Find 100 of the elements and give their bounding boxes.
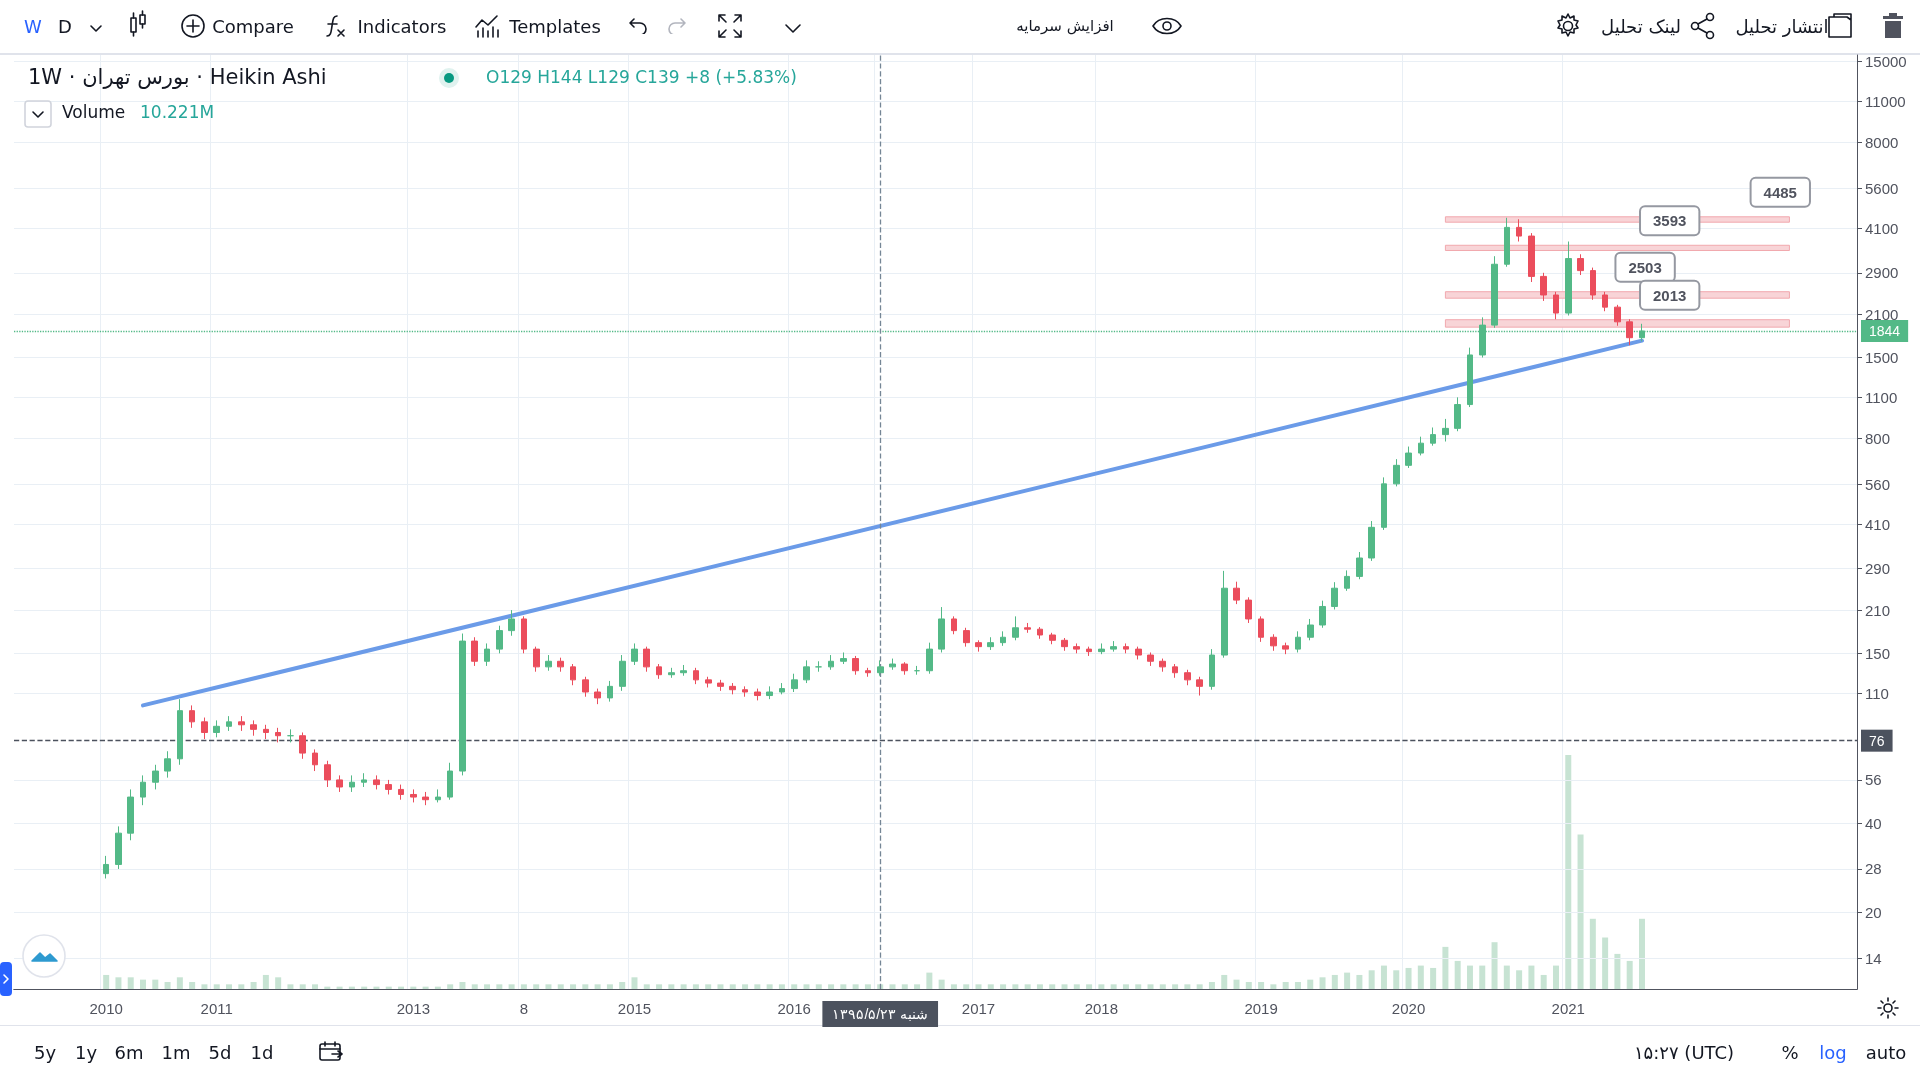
candlestick [1086, 646, 1092, 657]
y-tick-label: 410 [1865, 515, 1891, 533]
candlestick [1381, 476, 1387, 531]
bar [312, 984, 319, 989]
text: Templates [509, 15, 601, 37]
y-tick-label: 4100 [1865, 219, 1899, 237]
candlestick [1024, 622, 1031, 634]
candlestick [1430, 426, 1436, 447]
bar [299, 984, 306, 989]
candlestick [164, 750, 171, 779]
bar [1516, 970, 1523, 989]
x-tick-label: شنبه ۱۳۹۵/۵/۲۳ [832, 1006, 929, 1022]
bar [1061, 984, 1068, 989]
bar [619, 981, 626, 989]
candlestick [754, 688, 761, 701]
text: 5y [33, 1041, 57, 1063]
candlestick [791, 673, 798, 693]
bar [987, 984, 994, 989]
candlestick [656, 663, 662, 680]
candlestick [1405, 446, 1412, 469]
bar [570, 984, 577, 989]
candlestick [1000, 630, 1006, 647]
x-tick-label: 8 [519, 1000, 529, 1017]
candlestick [1602, 291, 1608, 312]
candlestick [1233, 581, 1240, 605]
bar [140, 979, 147, 989]
candlestick [643, 646, 650, 673]
bar [901, 984, 908, 989]
y-tick-label: 5600 [1865, 179, 1899, 197]
candlestick [189, 704, 195, 729]
bar [520, 984, 527, 989]
candlestick [385, 779, 392, 795]
bar [275, 977, 282, 989]
candlestick [361, 772, 367, 788]
bar [1147, 984, 1154, 989]
text: log [1819, 1041, 1847, 1063]
bar [1282, 981, 1289, 989]
bar [1307, 979, 1314, 989]
candlestick [1454, 396, 1461, 432]
bar [1258, 981, 1265, 989]
text: ۱۵:۲۷ (UTC) [1633, 1041, 1735, 1063]
candlestick [1184, 669, 1191, 686]
candlestick [275, 727, 281, 743]
y-tick-label: 210 [1865, 601, 1891, 619]
bar [926, 972, 933, 989]
x-tick-label: 2016 [777, 1000, 811, 1017]
bar [1331, 974, 1338, 989]
candlestick [1209, 648, 1215, 691]
candlestick [1319, 600, 1326, 629]
candlestick [1565, 241, 1572, 316]
bar [238, 984, 245, 989]
x-tick-label: 2018 [1084, 1000, 1119, 1017]
bar [1319, 977, 1326, 989]
annotation: 2013 [1653, 286, 1687, 304]
bar [742, 984, 749, 989]
bar [1638, 918, 1645, 989]
bar [164, 981, 171, 989]
x-tick-label: 2020 [1391, 1000, 1426, 1017]
candlestick [263, 724, 269, 740]
candlestick [152, 764, 159, 790]
bar [1614, 953, 1621, 989]
bar [656, 984, 663, 989]
text: % [1781, 1041, 1799, 1063]
bar [213, 984, 220, 989]
bar [533, 984, 540, 989]
bar [1344, 972, 1351, 989]
chart-title: Volume [62, 102, 126, 122]
bar [914, 984, 921, 989]
x-tick-label: 2015 [617, 1000, 652, 1017]
bar [1086, 984, 1093, 989]
bar [1294, 981, 1301, 989]
bar [1589, 918, 1596, 989]
bar [852, 984, 859, 989]
text: لینک تحلیل [1601, 15, 1681, 37]
candlestick [815, 660, 822, 673]
bar [1577, 834, 1584, 989]
bar [803, 984, 810, 989]
candlestick [1110, 640, 1117, 653]
candlestick [1037, 626, 1043, 640]
candlestick [619, 654, 626, 692]
bar [754, 984, 761, 989]
candlestick [459, 633, 466, 776]
bar [1221, 974, 1228, 989]
bar [1024, 984, 1031, 989]
candlestick [287, 728, 294, 743]
bar [729, 984, 736, 989]
bar [103, 974, 110, 989]
candlestick [1295, 630, 1301, 653]
candlestick [1614, 304, 1621, 327]
candlestick [975, 639, 982, 653]
y-tick-label: 15000 [1865, 53, 1907, 71]
candlestick [1245, 596, 1252, 624]
y-tick-label: 110 [1865, 684, 1889, 702]
y-tick-label: 56 [1865, 771, 1882, 789]
candlestick [484, 642, 490, 667]
bar [1528, 965, 1535, 989]
candlestick [177, 698, 183, 766]
candlestick [299, 731, 306, 760]
bar [692, 984, 699, 989]
candlestick [1344, 569, 1350, 592]
